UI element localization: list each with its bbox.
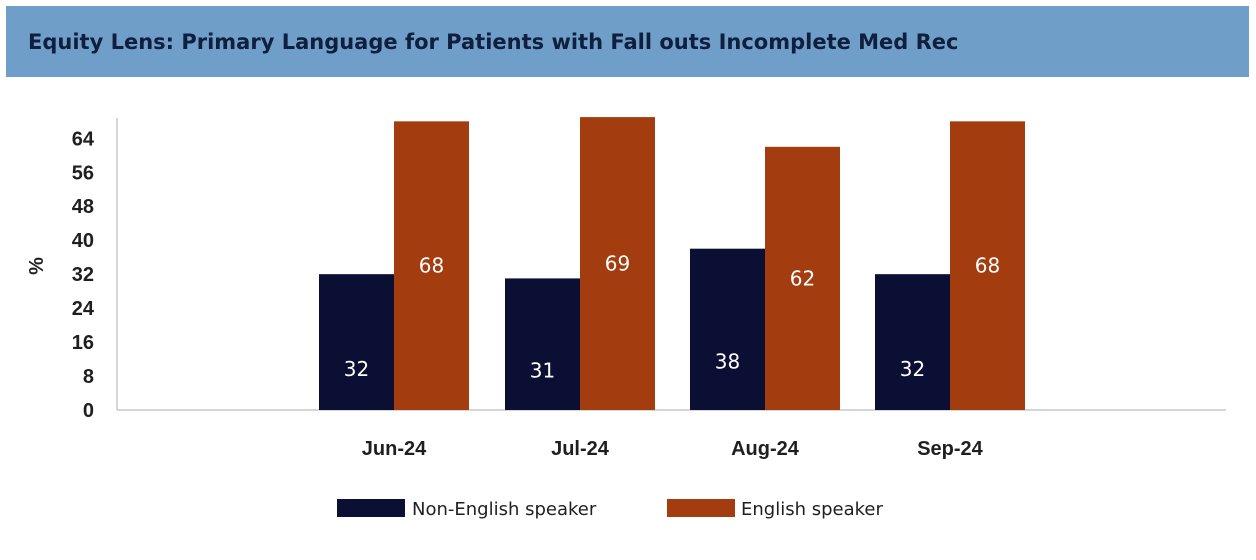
chart-title: Equity Lens: Primary Language for Patien… — [28, 30, 959, 54]
data-label: 62 — [790, 266, 815, 290]
y-tick-label: 40 — [72, 230, 94, 252]
data-label: 32 — [900, 357, 925, 381]
y-tick-label: 64 — [72, 128, 95, 150]
y-tick-label: 16 — [72, 332, 94, 354]
bar-non-english-aug-24 — [690, 248, 765, 410]
data-label: 68 — [975, 254, 1000, 278]
chart-axes: 0 8 16 24 32 40 48 56 64% Jun-24 Jul-24 Aug-24 Sep-2… — [26, 118, 1226, 460]
chart-header: Equity Lens: Primary Language for Patien… — [6, 6, 1249, 77]
bar-english-sep-24 — [950, 121, 1025, 410]
legend-swatch — [337, 499, 405, 517]
bar-english-jun-24 — [394, 121, 469, 410]
y-tick-label: 8 — [83, 366, 94, 388]
y-tick-label: 0 — [83, 400, 94, 422]
y-tick-label: 24 — [72, 298, 95, 320]
bar-non-english-jul-24 — [505, 278, 580, 410]
y-axis-label: % — [26, 257, 48, 275]
y-tick-label: 32 — [72, 264, 94, 286]
bar-english-aug-24 — [765, 146, 840, 410]
data-label: 68 — [419, 254, 444, 278]
data-label: 69 — [605, 252, 630, 276]
x-tick-label: Jun-24 — [362, 438, 427, 460]
x-tick-label: Aug-24 — [731, 438, 800, 460]
data-label: 31 — [530, 359, 555, 383]
bar-non-english-sep-24 — [875, 274, 950, 410]
y-tick-label: 48 — [72, 196, 94, 218]
bar-english-jul-24 — [580, 117, 655, 410]
y-tick-label: 56 — [72, 162, 94, 184]
data-label: 38 — [715, 350, 740, 374]
chart-legend: Non-English speaker English speaker — [337, 499, 883, 520]
data-label: 32 — [344, 357, 369, 381]
bar-non-english-jun-24 — [319, 274, 394, 410]
x-tick-label: Sep-24 — [917, 438, 983, 460]
legend-label: Non-English speaker — [412, 499, 597, 520]
legend-swatch — [667, 499, 735, 517]
legend-label: English speaker — [741, 499, 883, 520]
x-tick-label: Jul-24 — [551, 438, 610, 460]
chart-bars: 32 68 31 69 38 62 32 68 — [319, 117, 1025, 410]
